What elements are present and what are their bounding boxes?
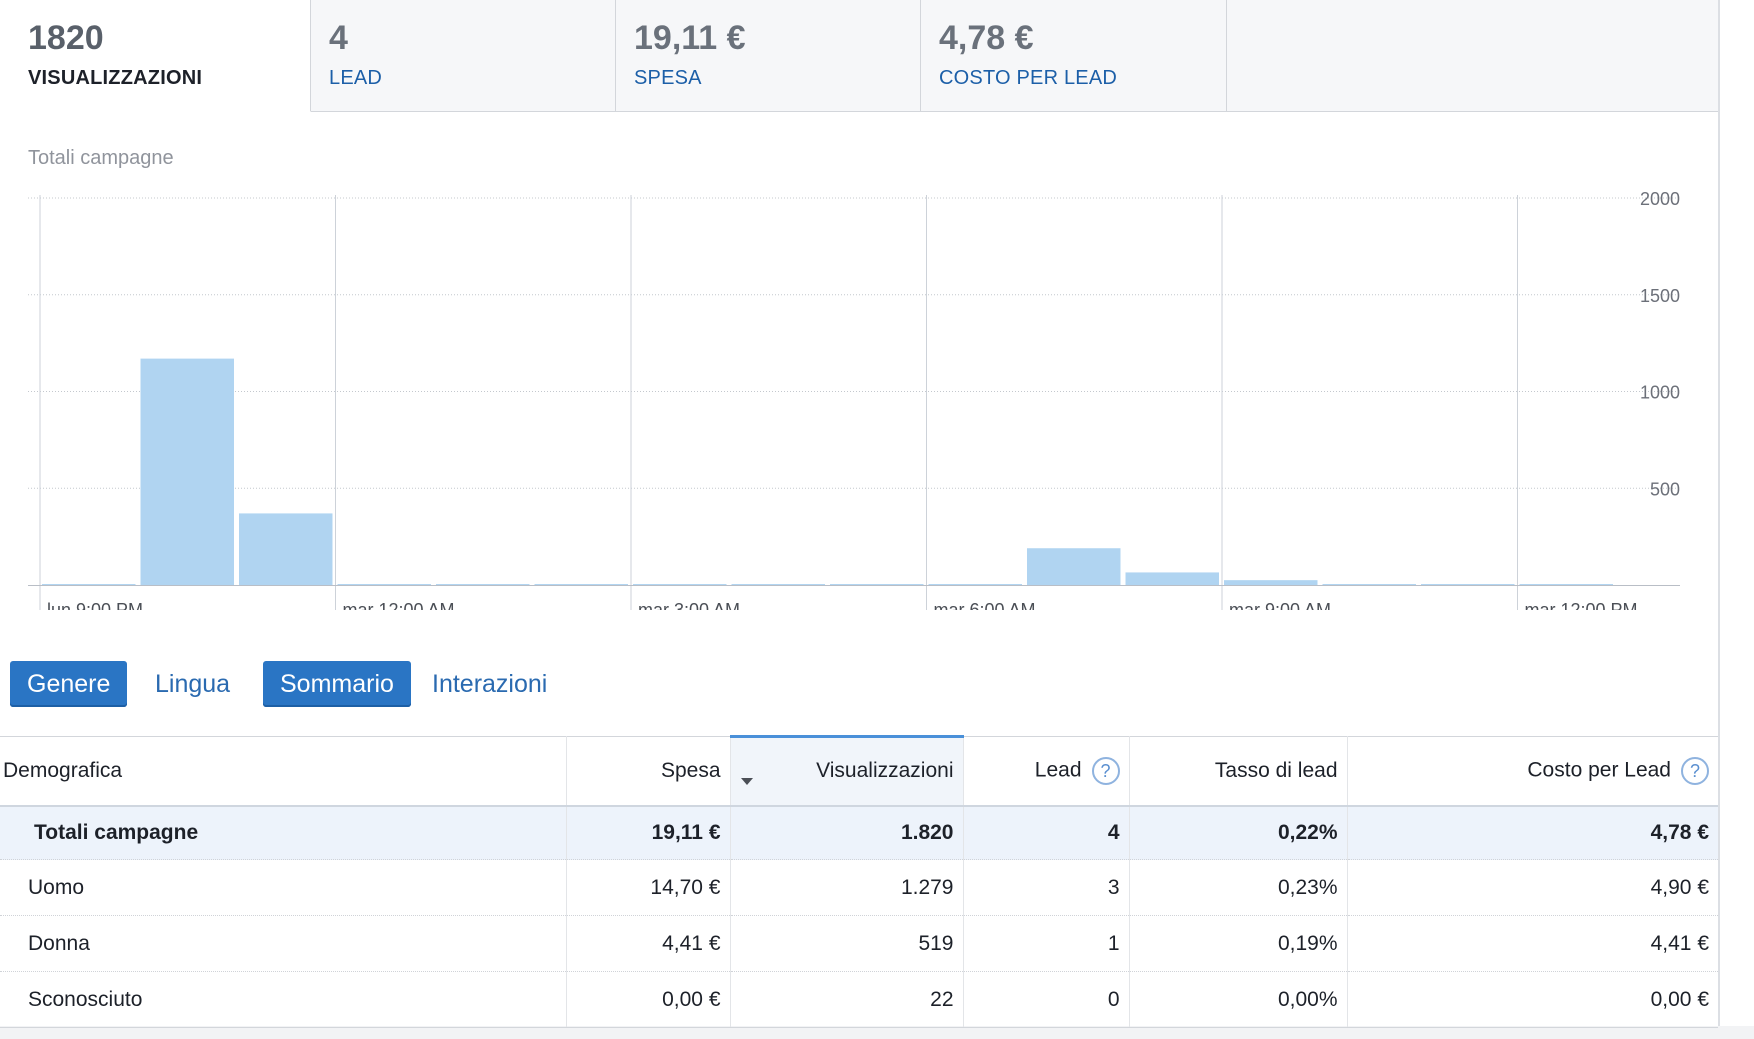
table-cell: 0,00% (1129, 971, 1348, 1028)
views-bar-chart: 2000 1500 1000 500 lun 9:00 PM mar 12:00 AM ma… (28, 189, 1680, 610)
y-tick-label: 500 (1650, 479, 1680, 499)
subtab-lingua[interactable]: Lingua (155, 670, 231, 698)
metric-value: 19,11 € (634, 19, 746, 57)
table-cell: 519 (730, 915, 964, 972)
table-cell: 1.279 (730, 859, 964, 916)
metric-label: LEAD (329, 67, 383, 89)
help-icon[interactable]: ? (1091, 756, 1120, 785)
table-cell: Uomo (0, 859, 567, 916)
chart-bar (1027, 548, 1121, 585)
page-background-strip (0, 1026, 1754, 1039)
table-cell: Sconosciuto (0, 971, 567, 1028)
chart-bar (731, 584, 825, 585)
chart-bar (1421, 584, 1515, 585)
column-header-lead[interactable]: Lead? (963, 736, 1130, 807)
table-cell: 19,11 € (566, 805, 731, 860)
chart-title: Totali campagne (28, 147, 174, 169)
subtab-interazioni[interactable]: Interazioni (432, 670, 548, 698)
chart-bar (1224, 580, 1318, 585)
tab-spesa[interactable]: 19,11 € SPESA (616, 0, 921, 112)
chart-bar (633, 584, 727, 585)
metric-value: 4,78 € (939, 19, 1034, 57)
y-tick-label: 2000 (1640, 189, 1680, 209)
column-header-label: Spesa (660, 758, 721, 782)
tab-bar-filler (1227, 0, 1718, 112)
x-tick-label: mar 6:00 AM (934, 600, 1036, 610)
x-tick-label: mar 9:00 AM (1229, 600, 1331, 610)
x-tick-label: mar 12:00 PM (1525, 600, 1638, 610)
table-cell: 4 (963, 805, 1130, 860)
subtab-sommario[interactable]: Sommario (263, 661, 411, 707)
column-header-label: Lead (1034, 758, 1082, 782)
column-header-label: Tasso di lead (1214, 758, 1338, 782)
chart-bar (42, 584, 136, 585)
metric-label: COSTO PER LEAD (939, 67, 1118, 89)
demographics-table: Demografica Spesa Visualizzazioni Lead? … (0, 735, 1718, 1028)
chart-bar (830, 584, 924, 585)
chart-bar (1125, 572, 1219, 585)
table-cell: 1 (963, 915, 1130, 972)
column-header-spesa[interactable]: Spesa (566, 736, 731, 807)
table-cell: 0,23% (1129, 859, 1348, 916)
tab-lead[interactable]: 4 LEAD (311, 0, 616, 112)
table-cell: 0,19% (1129, 915, 1348, 972)
column-header-costo-per-lead[interactable]: Costo per Lead? (1347, 736, 1718, 807)
table-header-row: Demografica Spesa Visualizzazioni Lead? … (0, 735, 1718, 807)
table-row: Sconosciuto 0,00 € 22 0 0,00% 0,00 € (0, 971, 1718, 1028)
table-cell: 4,90 € (1347, 859, 1718, 916)
metric-value: 4 (329, 19, 348, 57)
chart-bar (436, 584, 530, 585)
column-header-demografica[interactable]: Demografica (0, 736, 567, 807)
column-header-tasso-di-lead[interactable]: Tasso di lead (1129, 736, 1348, 807)
table-cell: 0,00 € (566, 971, 731, 1028)
x-tick-label: lun 9:00 PM (47, 600, 143, 610)
metric-tabs: 1820 VISUALIZZAZIONI 4 LEAD 19,11 € SPES… (0, 0, 1718, 113)
y-tick-label: 1500 (1640, 286, 1680, 306)
metric-value: 1820 (28, 19, 104, 57)
x-tick-label: mar 12:00 AM (343, 600, 455, 610)
column-header-label: Demografica (3, 758, 123, 782)
chart-bar (1322, 584, 1416, 585)
table-row: Donna 4,41 € 519 1 0,19% 4,41 € (0, 915, 1718, 972)
metric-label: SPESA (634, 67, 702, 89)
x-tick-label: mar 3:00 AM (638, 600, 740, 610)
table-cell: 4,41 € (566, 915, 731, 972)
column-header-label: Costo per Lead (1527, 758, 1671, 782)
column-header-label: Visualizzazioni (816, 759, 954, 783)
table-row: Uomo 14,70 € 1.279 3 0,23% 4,90 € (0, 859, 1718, 916)
help-icon[interactable]: ? (1681, 756, 1709, 785)
tab-visualizzazioni[interactable]: 1820 VISUALIZZAZIONI (0, 0, 311, 112)
chart-bar (534, 584, 628, 585)
table-cell: 3 (963, 859, 1130, 916)
table-cell: 4,41 € (1347, 915, 1718, 972)
table-cell: 1.820 (730, 805, 964, 860)
table-cell: 0 (963, 971, 1130, 1028)
table-cell: 4,78 € (1347, 805, 1718, 860)
table-cell: 0,00 € (1347, 971, 1718, 1028)
tab-costo-per-lead[interactable]: 4,78 € COSTO PER LEAD (921, 0, 1227, 112)
table-cell: 0,22% (1129, 805, 1348, 860)
table-cell: Totali campagne (0, 805, 567, 860)
chart-bar (140, 358, 234, 585)
sort-descending-icon (740, 778, 753, 785)
chart-bar (928, 584, 1022, 585)
chart-bar (1519, 584, 1613, 585)
subtab-genere[interactable]: Genere (10, 661, 128, 707)
table-row-total: Totali campagne 19,11 € 1.820 4 0,22% 4,… (0, 805, 1718, 860)
table-cell: Donna (0, 915, 567, 972)
chart-bar (239, 513, 333, 585)
table-cell: 14,70 € (566, 859, 731, 916)
y-tick-label: 1000 (1640, 383, 1680, 403)
column-header-visualizzazioni[interactable]: Visualizzazioni (730, 735, 964, 807)
table-cell: 22 (730, 971, 964, 1028)
chart-bar (337, 584, 431, 585)
metric-label: VISUALIZZAZIONI (28, 67, 203, 89)
